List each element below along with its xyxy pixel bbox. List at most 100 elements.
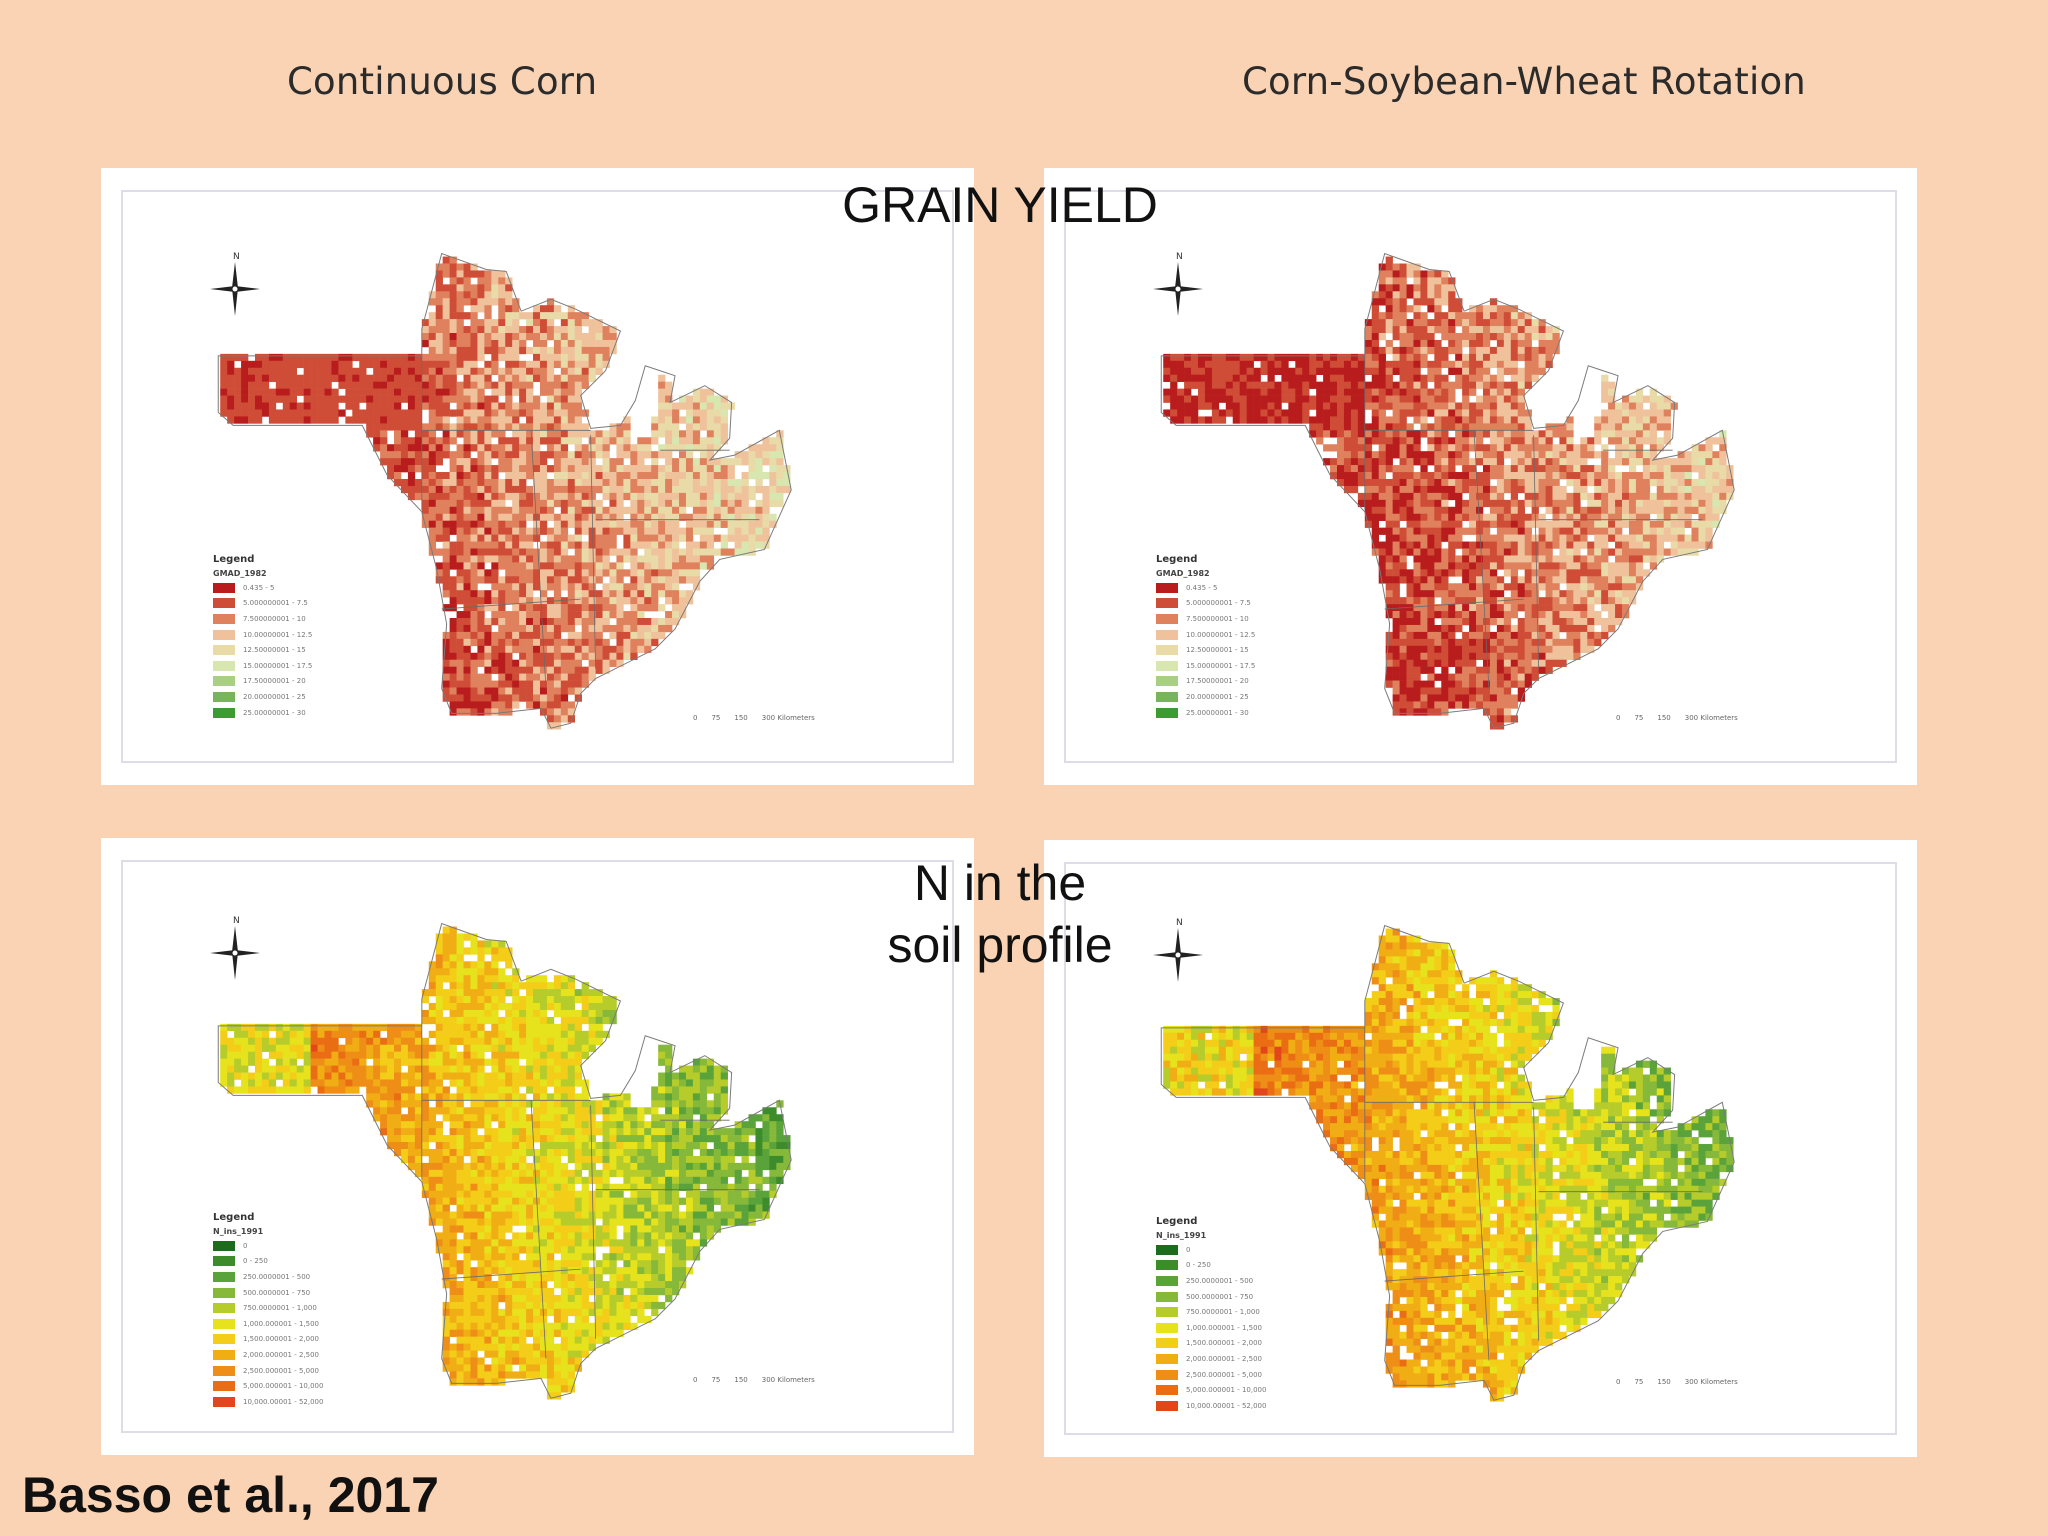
legend-item: 0 <box>1156 1242 1266 1258</box>
scale-label: 300 Kilometers <box>1684 714 1738 722</box>
legend-title: Legend <box>1156 1216 1198 1227</box>
legend-label: 15.00000001 - 17.5 <box>243 661 313 670</box>
legend-label: 5.000000001 - 7.5 <box>1186 599 1251 608</box>
legend-item: 5.000000001 - 7.5 <box>213 596 312 612</box>
north-arrow-icon: N <box>1153 252 1203 316</box>
legend-label: 12.50000001 - 15 <box>243 646 306 655</box>
scale-label: 300 Kilometers <box>761 714 815 722</box>
legend-label: 500.0000001 - 750 <box>1186 1292 1254 1301</box>
legend-swatch <box>1156 1369 1178 1380</box>
legend-item: 10,000.00001 - 52,000 <box>1156 1398 1266 1414</box>
scale-label: 0 <box>693 1376 698 1384</box>
legend-label: 10.00000001 - 12.5 <box>243 630 313 639</box>
legend-item: 20.00000001 - 25 <box>213 689 312 705</box>
scale-label: 75 <box>711 1376 721 1384</box>
legend-swatch <box>1156 691 1178 702</box>
legend-swatch <box>213 582 235 593</box>
legend-item: 10.00000001 - 12.5 <box>213 627 312 643</box>
map-frame: N Legend GMAD_1982 0.435 - 5 5.000000001 … <box>121 190 954 763</box>
legend-label: 20.00000001 - 25 <box>1186 692 1249 701</box>
state-boundary <box>441 1268 581 1280</box>
map-panel-n-rotation: N Legend N_ins_1991 0 0 - 250 250.0000001 … <box>1044 840 1917 1457</box>
region-outline <box>1160 924 1735 1401</box>
scale-label: 0 <box>693 714 698 722</box>
legend-swatch <box>213 1303 235 1314</box>
legend-item: 500.0000001 - 750 <box>1156 1289 1266 1305</box>
legend-item: 1,000.000001 - 1,500 <box>213 1316 323 1332</box>
legend-item: 10.00000001 - 12.5 <box>1156 627 1255 643</box>
legend-label: 17.50000001 - 20 <box>243 677 306 686</box>
legend-label: 1,500.000001 - 2,000 <box>243 1335 320 1344</box>
scale-label: 150 <box>734 1376 748 1384</box>
legend-swatch <box>1156 676 1178 687</box>
legend-label: 750.0000001 - 1,000 <box>243 1304 317 1313</box>
scale-label: 150 <box>1657 714 1671 722</box>
legend-swatch <box>213 1240 235 1251</box>
legend-item: 5,000.000001 - 10,000 <box>213 1378 323 1394</box>
legend-item: 15.00000001 - 17.5 <box>213 658 312 674</box>
legend-item: 750.0000001 - 1,000 <box>213 1300 323 1316</box>
map-panel-yield-continuous-corn: N Legend GMAD_1982 0.435 - 5 5.000000001 … <box>101 168 974 785</box>
scale-label: 0 <box>1616 714 1621 722</box>
legend-swatch <box>213 691 235 702</box>
legend-label: 0 - 250 <box>1186 1261 1211 1270</box>
legend-swatch <box>1156 1400 1178 1411</box>
legend-label: 2,500.000001 - 5,000 <box>1186 1370 1263 1379</box>
legend-swatch <box>213 660 235 671</box>
map-frame: N Legend N_ins_1991 0 0 - 250 250.0000001 … <box>1064 862 1897 1435</box>
legend-item: 17.50000001 - 20 <box>213 674 312 690</box>
state-boundary <box>1473 1102 1490 1361</box>
legend-label: 20.00000001 - 25 <box>243 692 306 701</box>
legend-title: Legend <box>213 554 255 565</box>
state-boundary <box>530 430 547 689</box>
row-title-line: N in the <box>913 855 1087 911</box>
map-panel-n-continuous-corn: N Legend N_ins_1991 0 0 - 250 250.0000001 … <box>101 838 974 1455</box>
legend-item: 2,000.000001 - 2,500 <box>213 1347 323 1363</box>
legend-swatch <box>213 1271 235 1282</box>
region-outline <box>1160 252 1735 729</box>
scale-label: 75 <box>1634 1378 1644 1386</box>
legend-swatch <box>1156 1291 1178 1302</box>
n-map <box>217 922 792 1400</box>
legend-swatch <box>1156 707 1178 718</box>
legend-item: 7.500000001 - 10 <box>213 611 312 627</box>
state-boundary <box>1533 435 1539 669</box>
legend-label: 1,500.000001 - 2,000 <box>1186 1339 1263 1348</box>
n-map <box>1160 924 1735 1402</box>
state-boundary <box>590 435 596 669</box>
legend-item: 0 - 250 <box>213 1254 323 1270</box>
north-arrow-icon: N <box>210 916 260 980</box>
legend-swatch <box>1156 1353 1178 1364</box>
legend-swatch <box>1156 598 1178 609</box>
legend-swatch <box>213 1334 235 1345</box>
legend-item: 10,000.00001 - 52,000 <box>213 1394 323 1410</box>
scale-bar: 0 75 150 300 Kilometers <box>1616 1378 1752 1386</box>
map-panel-yield-rotation: N Legend GMAD_1982 0.435 - 5 5.000000001 … <box>1044 168 1917 785</box>
legend-label: 0.435 - 5 <box>243 583 275 592</box>
row-title-grain-yield: GRAIN YIELD <box>780 174 1220 236</box>
legend-swatch <box>1156 660 1178 671</box>
legend-item: 25.00000001 - 30 <box>213 705 312 721</box>
legend-swatch <box>213 1256 235 1267</box>
legend-field: GMAD_1982 <box>213 569 267 578</box>
north-label: N <box>233 916 240 926</box>
column-title-rotation: Corn-Soybean-Wheat Rotation <box>1242 60 1806 103</box>
legend-label: 15.00000001 - 17.5 <box>1186 661 1256 670</box>
legend-label: 25.00000001 - 30 <box>1186 708 1249 717</box>
yield-map <box>1160 252 1735 730</box>
legend-swatch <box>213 676 235 687</box>
map-legend: Legend N_ins_1991 0 0 - 250 250.0000001 - … <box>1156 1216 1266 1414</box>
north-label: N <box>1176 918 1183 928</box>
scale-label: 0 <box>1616 1378 1621 1386</box>
scale-label: 75 <box>1634 714 1644 722</box>
legend-item: 12.50000001 - 15 <box>1156 642 1255 658</box>
legend-item: 0 - 250 <box>1156 1258 1266 1274</box>
north-arrow-icon: N <box>1153 918 1203 982</box>
legend-swatch <box>1156 1260 1178 1271</box>
region-outline <box>217 922 792 1399</box>
legend-label: 1,000.000001 - 1,500 <box>1186 1323 1263 1332</box>
legend-swatch <box>1156 1307 1178 1318</box>
legend-swatch <box>213 1349 235 1360</box>
legend-label: 10,000.00001 - 52,000 <box>243 1397 324 1406</box>
column-title-continuous-corn: Continuous Corn <box>287 60 598 103</box>
